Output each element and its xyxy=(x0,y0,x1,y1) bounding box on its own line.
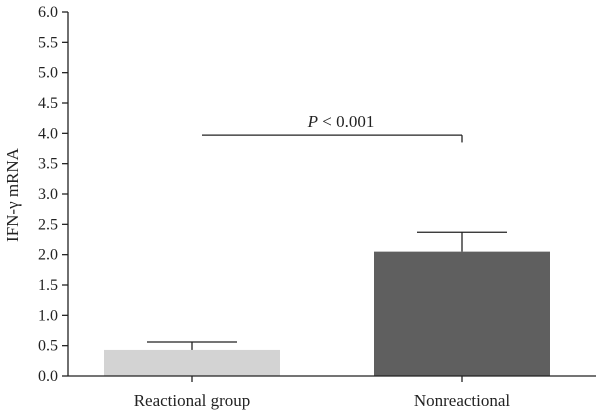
significance-annotation: P < 0.001 xyxy=(202,112,463,143)
y-tick-label: 3.0 xyxy=(38,186,58,203)
y-tick-label: 4.5 xyxy=(38,95,58,112)
error-bars xyxy=(147,231,507,350)
y-tick-label: 4.0 xyxy=(38,125,58,142)
bar-1 xyxy=(104,349,280,376)
p-value-label: P < 0.001 xyxy=(307,112,375,131)
p-value-text: < 0.001 xyxy=(318,112,374,131)
y-tick-label: 1.0 xyxy=(38,307,58,324)
y-axis-title: IFN-γ mRNA xyxy=(3,147,22,242)
y-tick-label: 5.5 xyxy=(38,34,58,51)
y-tick-label: 5.0 xyxy=(38,65,58,82)
x-category-label: Reactional group xyxy=(134,391,251,410)
y-tick-label: 6.0 xyxy=(38,4,58,21)
bars xyxy=(104,251,550,376)
y-tick-label: 1.5 xyxy=(38,277,58,294)
p-value-letter: P xyxy=(307,112,318,131)
y-tick-label: 0.5 xyxy=(38,338,58,355)
y-axis: 0.0 0.5 1.0 1.5 2.0 2.5 3.0 3.5 4.0 4.5 5.0 5.5 6.0 xyxy=(38,4,69,385)
bar-2 xyxy=(374,251,550,376)
y-tick-label: 0.0 xyxy=(38,368,58,385)
y-tick-label: 2.0 xyxy=(38,247,58,264)
x-category-label: Nonreactional xyxy=(414,391,511,410)
y-tick-label: 3.5 xyxy=(38,156,58,173)
x-axis: Reactional group Nonreactional xyxy=(68,375,596,410)
y-tick-label: 2.5 xyxy=(38,216,58,233)
